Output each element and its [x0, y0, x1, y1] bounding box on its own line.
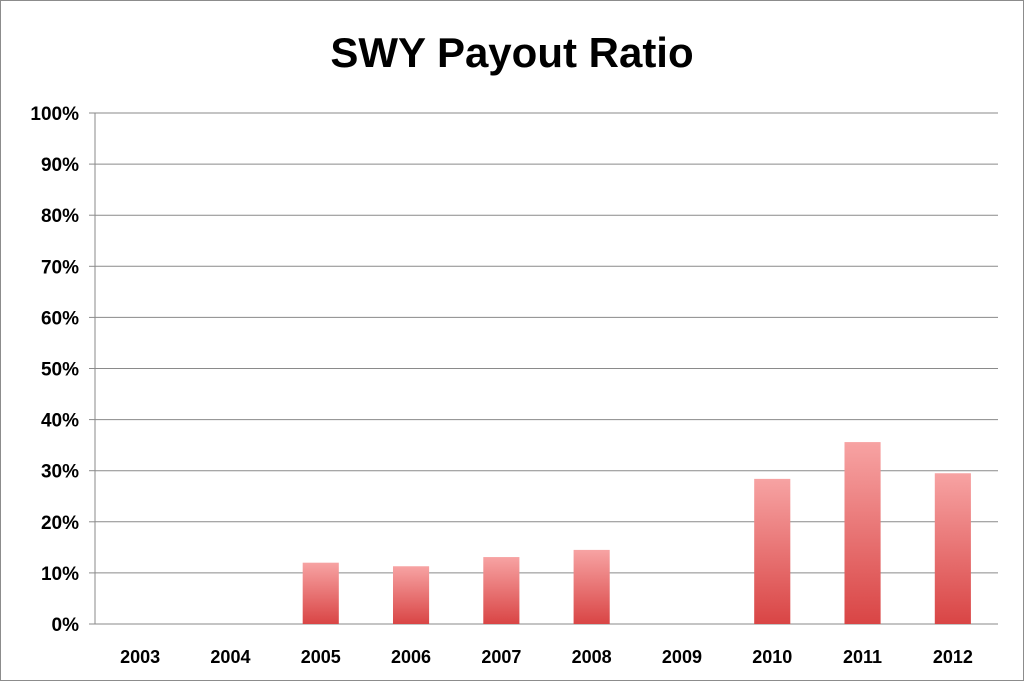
y-tick-label: 60%: [41, 308, 79, 329]
bar-2006: [392, 566, 430, 624]
x-tick-labels: 2003 2004 2005 2006 2007 2008 2009 2010 2011 2012: [120, 647, 973, 667]
x-tick-label: 2006: [391, 647, 431, 667]
y-tick-label: 80%: [41, 206, 79, 227]
x-tick-label: 2005: [301, 647, 341, 667]
x-tick-label: 2009: [662, 647, 702, 667]
y-tick-label: 90%: [41, 155, 79, 176]
y-tick-labels: 0% 10% 20% 30% 40% 50% 60% 70% 80% 90% 100%: [30, 104, 79, 636]
y-tick-label: 70%: [41, 257, 79, 278]
y-tick-label: 20%: [41, 513, 79, 534]
y-tick-label: 40%: [41, 411, 79, 432]
x-tick-label: 2007: [481, 647, 521, 667]
y-tick-label: 50%: [41, 360, 79, 381]
y-tick-label: 100%: [30, 104, 79, 125]
x-tick-label: 2011: [843, 647, 882, 667]
bar-2010: [754, 478, 791, 624]
bar-2011: [844, 442, 881, 624]
x-tick-label: 2003: [120, 647, 160, 667]
x-tick-label: 2008: [572, 647, 612, 667]
x-tick-label: 2004: [210, 647, 250, 667]
bar-2005: [302, 562, 339, 624]
bar-2012: [934, 473, 971, 624]
y-tick-label: 30%: [41, 462, 79, 483]
x-tick-label: 2010: [752, 647, 792, 667]
y-tick-label: 0%: [52, 615, 80, 636]
bar-2008: [573, 549, 610, 624]
x-tick-label: 2012: [933, 647, 973, 667]
y-tick-label: 10%: [41, 564, 79, 585]
bars: [302, 442, 971, 624]
chart-title: SWY Payout Ratio: [330, 29, 694, 76]
bar-2007: [483, 557, 520, 624]
